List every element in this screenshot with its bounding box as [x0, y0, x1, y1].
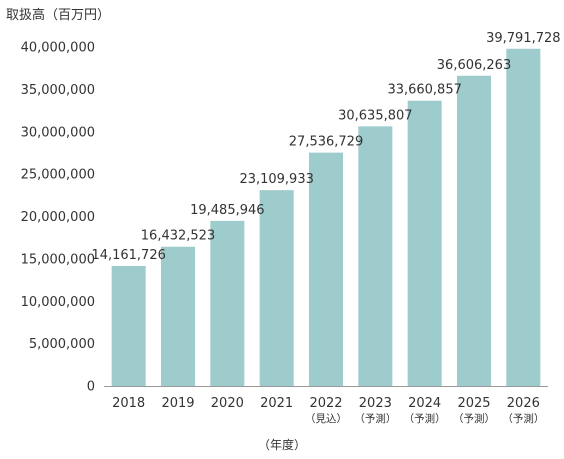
data-label: 14,161,726 — [91, 248, 165, 263]
x-tick-label: 2021 — [260, 396, 293, 411]
x-tick-label: 2022 — [309, 396, 342, 411]
data-label: 23,109,933 — [239, 172, 313, 187]
data-label: 36,606,263 — [437, 58, 511, 73]
x-tick-label: 2026 — [507, 396, 540, 411]
y-tick-label: 40,000,000 — [21, 41, 95, 56]
x-tick-label: 2024 — [408, 396, 441, 411]
y-tick-label: 30,000,000 — [21, 125, 95, 140]
x-tick-note: （予測） — [354, 412, 396, 425]
y-axis: 0 5,000,000 10,000,000 15,000,000 20,000,000… — [21, 41, 95, 395]
bar — [259, 190, 294, 386]
y-tick-label: 20,000,000 — [21, 210, 95, 225]
x-tick-label: 2025 — [457, 396, 490, 411]
x-tick-note: （予測） — [453, 412, 495, 425]
x-axis: 2018 2019 2020 2021 2022（見込）2023（予測）2024（予測）… — [104, 386, 548, 425]
y-tick-label: 0 — [87, 380, 95, 395]
y-tick-label: 35,000,000 — [21, 83, 95, 98]
bars-group — [111, 48, 541, 386]
x-tick-label: 2020 — [211, 396, 244, 411]
data-label: 39,791,728 — [486, 31, 560, 46]
bar — [309, 152, 343, 386]
y-tick-label: 5,000,000 — [29, 337, 95, 352]
x-tick-note: （予測） — [502, 412, 544, 425]
x-axis-title: （年度） — [257, 438, 306, 452]
bar — [210, 220, 245, 386]
x-tick-note: （見込） — [305, 413, 347, 425]
x-tick-label: 2018 — [112, 396, 145, 411]
data-label: 33,660,857 — [387, 83, 461, 98]
x-tick-label: 2023 — [359, 396, 392, 411]
bar — [506, 48, 541, 386]
data-label: 16,432,523 — [141, 229, 215, 244]
y-tick-label: 10,000,000 — [21, 295, 95, 310]
data-label: 30,635,807 — [338, 108, 412, 123]
data-label: 27,536,729 — [289, 135, 363, 150]
y-axis-unit-label: 取扱高（百万円） — [6, 8, 111, 23]
bar — [407, 100, 442, 386]
bar — [457, 75, 491, 386]
x-tick-note: （予測） — [404, 412, 446, 425]
data-label: 19,485,946 — [190, 203, 264, 218]
bar — [161, 246, 195, 386]
data-labels-group: 14,161,726 16,432,523 19,485,946 23,109,933… — [91, 31, 560, 263]
x-tick-label: 2019 — [161, 396, 194, 411]
y-tick-label: 15,000,000 — [21, 252, 95, 267]
bar — [358, 126, 393, 386]
y-tick-label: 25,000,000 — [21, 168, 95, 183]
bar — [111, 265, 146, 386]
